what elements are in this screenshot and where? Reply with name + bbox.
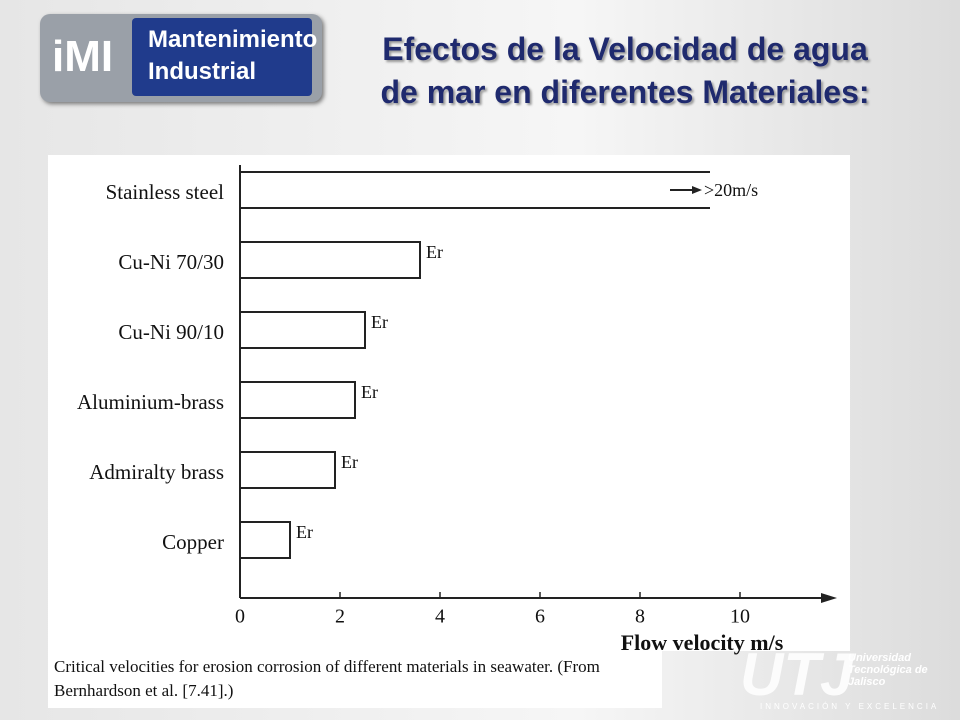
chart-background [48, 155, 850, 651]
bar-label: Er [296, 522, 313, 542]
bar [240, 171, 710, 209]
y-tick-label: Cu-Ni 90/10 [118, 320, 224, 344]
x-tick-label: 4 [435, 606, 445, 628]
caption: Critical velocities for erosion corrosio… [48, 651, 662, 708]
bar-label: Er [341, 452, 358, 472]
x-tick-label: 2 [335, 606, 345, 628]
bar [239, 311, 366, 349]
logo-line: Mantenimiento [148, 26, 318, 53]
logo-panel: Mantenimiento Industrial [132, 18, 317, 96]
bar [239, 521, 291, 559]
y-tick-label: Aluminium-brass [77, 390, 224, 414]
y-tick-label: Copper [162, 530, 224, 554]
bar-label: Er [371, 312, 388, 332]
y-tick-label: Cu-Ni 70/30 [118, 250, 224, 274]
bar-arrow-head [692, 186, 702, 194]
bar [239, 241, 421, 279]
bar [239, 381, 356, 419]
footer-mark: UTJ [740, 641, 854, 708]
logo-line: Industrial [148, 58, 257, 85]
bar-label: Er [361, 382, 378, 402]
x-tick-label: 8 [635, 606, 645, 628]
bar-label: >20m/s [704, 180, 758, 200]
y-tick-label: Stainless steel [106, 180, 225, 204]
bar [239, 451, 336, 489]
x-axis-label: Flow velocity m/s [621, 630, 784, 655]
x-tick-label: 6 [535, 606, 545, 628]
footer-motto: INNOVACIÓN Y EXCELENCIA [760, 702, 940, 711]
footer-university: Universidad Tecnológica de Jalisco [848, 652, 928, 688]
y-tick-label: Admiralty brass [89, 460, 224, 484]
x-tick-label: 0 [235, 606, 245, 628]
slide-title: Efectos de la Velocidad de agua de mar e… [380, 31, 870, 110]
logo-mark: iMI [52, 32, 114, 81]
bar-label: Er [426, 242, 443, 262]
axis-arrow [821, 593, 837, 603]
logo: iMI Mantenimiento Industrial [40, 14, 322, 102]
x-tick-label: 10 [730, 606, 750, 628]
